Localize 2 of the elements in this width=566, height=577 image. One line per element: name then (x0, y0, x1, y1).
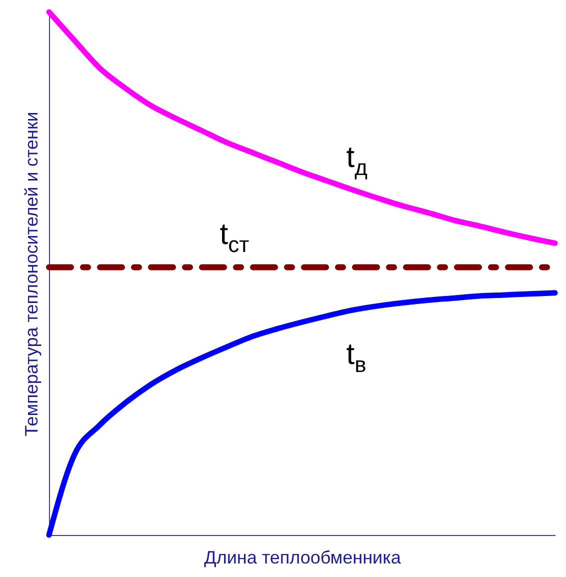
x-axis-title: Длина теплообменника (204, 548, 402, 568)
y-axis-title: Температура теплоносителей и стенки (22, 112, 42, 436)
